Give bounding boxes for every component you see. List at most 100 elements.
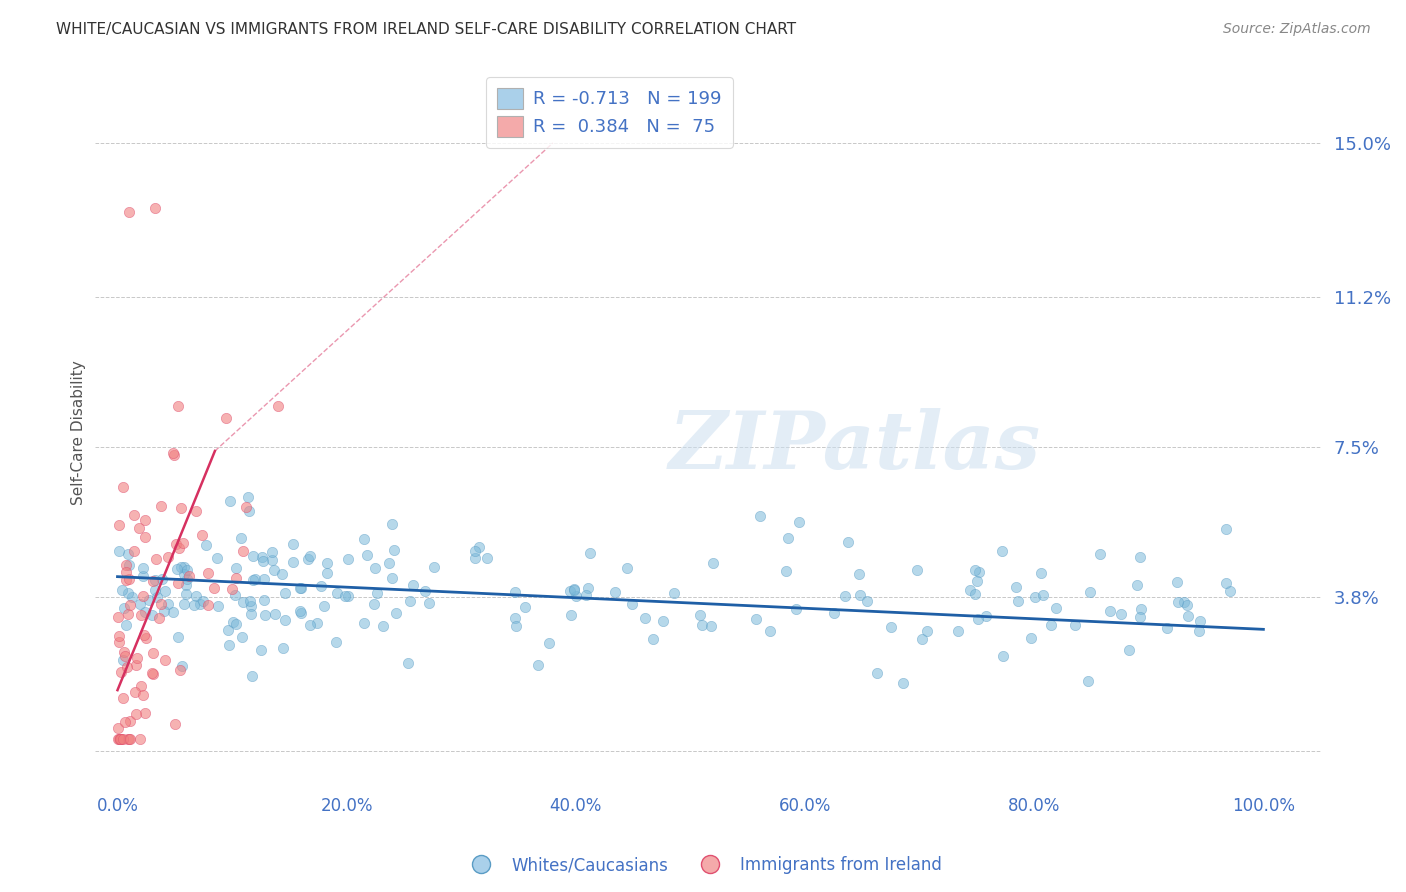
Point	[578, 581, 600, 595]
Point	[1125, 578, 1147, 592]
Point	[745, 612, 768, 626]
Point	[423, 559, 446, 574]
Point	[142, 646, 165, 660]
Point	[118, 714, 141, 729]
Point	[315, 557, 337, 571]
Point	[142, 574, 165, 588]
Point	[299, 618, 322, 632]
Point	[1177, 608, 1199, 623]
Point	[849, 588, 872, 602]
Point	[966, 612, 988, 626]
Point	[966, 574, 988, 588]
Point	[153, 653, 176, 667]
Point	[238, 503, 260, 517]
Point	[537, 635, 560, 649]
Point	[1156, 621, 1178, 635]
Point	[148, 610, 170, 624]
Point	[176, 563, 198, 577]
Point	[689, 607, 711, 622]
Point	[253, 593, 276, 607]
Point	[418, 596, 440, 610]
Point	[169, 663, 191, 677]
Point	[145, 590, 167, 604]
Point	[283, 555, 305, 569]
Point	[108, 517, 131, 532]
Point	[503, 584, 526, 599]
Point	[128, 731, 150, 746]
Point	[112, 645, 135, 659]
Point	[834, 589, 856, 603]
Point	[169, 541, 191, 556]
Point	[905, 563, 928, 577]
Point	[166, 630, 188, 644]
Point	[1024, 591, 1046, 605]
Point	[325, 635, 347, 649]
Point	[174, 587, 197, 601]
Point	[128, 521, 150, 535]
Point	[107, 610, 129, 624]
Point	[1019, 631, 1042, 645]
Point	[118, 731, 141, 746]
Point	[117, 558, 139, 572]
Point	[312, 599, 335, 613]
Point	[281, 536, 304, 550]
Point	[197, 566, 219, 580]
Point	[115, 660, 138, 674]
Point	[848, 566, 870, 581]
Point	[141, 607, 163, 622]
Point	[143, 201, 166, 215]
Point	[188, 597, 211, 611]
Point	[305, 616, 328, 631]
Point	[1189, 614, 1212, 628]
Point	[384, 606, 406, 620]
Point	[129, 679, 152, 693]
Point	[252, 550, 274, 565]
Point	[288, 581, 311, 595]
Point	[215, 411, 238, 425]
Point	[225, 617, 247, 632]
Point	[384, 543, 406, 558]
Point	[173, 567, 195, 582]
Point	[118, 205, 141, 219]
Point	[191, 527, 214, 541]
Point	[1167, 595, 1189, 609]
Point	[356, 549, 378, 563]
Point	[132, 560, 155, 574]
Point	[134, 512, 156, 526]
Point	[172, 658, 194, 673]
Point	[565, 589, 588, 603]
Point	[1076, 673, 1098, 688]
Point	[124, 706, 146, 721]
Point	[134, 706, 156, 720]
Point	[1029, 566, 1052, 580]
Point	[702, 556, 724, 570]
Point	[124, 684, 146, 698]
Point	[290, 581, 312, 595]
Point	[1064, 617, 1087, 632]
Point	[202, 581, 225, 595]
Point	[562, 582, 585, 597]
Point	[1098, 604, 1121, 618]
Point	[117, 586, 139, 600]
Point	[107, 721, 129, 735]
Point	[221, 582, 243, 596]
Point	[373, 619, 395, 633]
Point	[125, 651, 148, 665]
Point	[110, 731, 132, 746]
Point	[232, 595, 254, 609]
Point	[252, 554, 274, 568]
Point	[1090, 547, 1112, 561]
Point	[153, 583, 176, 598]
Point	[166, 562, 188, 576]
Point	[142, 666, 165, 681]
Point	[162, 446, 184, 460]
Point	[917, 624, 939, 638]
Point	[157, 597, 180, 611]
Point	[125, 658, 148, 673]
Point	[250, 643, 273, 657]
Point	[363, 598, 385, 612]
Point	[634, 610, 657, 624]
Point	[963, 563, 986, 577]
Point	[575, 588, 598, 602]
Point	[297, 552, 319, 566]
